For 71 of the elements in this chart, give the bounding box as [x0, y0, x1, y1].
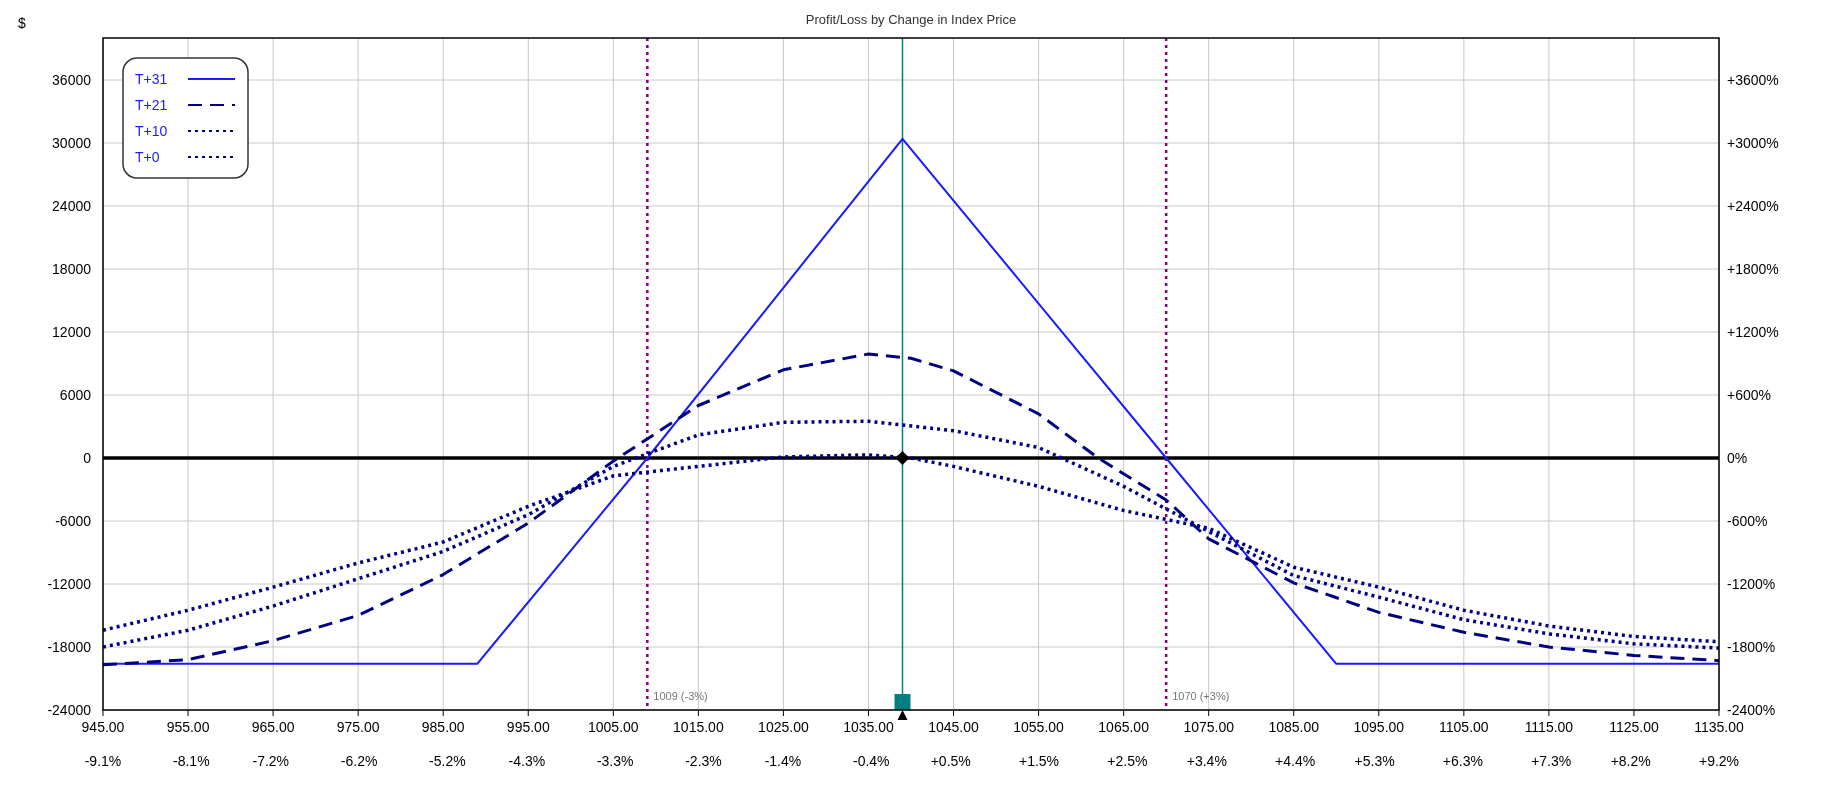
x-tick-label: 995.00 [506, 719, 550, 735]
y-tick-label: 6000 [59, 387, 92, 403]
y2-tick-label: +1200% [1727, 324, 1779, 340]
x-tick-label: 985.00 [421, 719, 465, 735]
y2-tick-label: +2400% [1727, 198, 1779, 214]
y2-tick-label: +3600% [1727, 72, 1779, 88]
x2-tick-label: +1.5% [1019, 753, 1060, 769]
x2-tick-label: -8.1% [173, 753, 210, 769]
ref-line-label: 1070 (+3%) [1172, 690, 1230, 702]
x-tick-label: 1085.00 [1268, 719, 1320, 735]
y-tick-label: 36000 [52, 72, 92, 88]
legend-label: T+31 [135, 71, 168, 87]
x-tick-label: 1025.00 [758, 719, 809, 735]
x-tick-label: 1125.00 [1609, 719, 1659, 735]
x2-tick-label: -2.3% [685, 753, 722, 769]
y2-tick-label: 0% [1727, 450, 1748, 466]
y-tick-label: -6000 [55, 513, 92, 529]
y2-tick-label: -2400% [1727, 702, 1776, 718]
x-tick-label: 1095.00 [1353, 719, 1405, 735]
x-tick-label: 1065.00 [1098, 719, 1150, 735]
y-axis-title: $ [18, 15, 26, 31]
x2-tick-label: +5.3% [1354, 753, 1395, 769]
x-tick-label: 1015.00 [673, 719, 724, 735]
legend-label: T+0 [135, 149, 160, 165]
y-tick-label: 18000 [52, 261, 92, 277]
y2-tick-label: -1200% [1727, 576, 1776, 592]
x2-tick-label: -5.2% [429, 753, 466, 769]
x-tick-label: 1035.00 [843, 719, 894, 735]
y-tick-label: -18000 [47, 639, 92, 655]
x2-tick-label: -1.4% [764, 753, 802, 769]
x-tick-label: 1005.00 [588, 719, 639, 735]
y-tick-label: 0 [83, 450, 92, 466]
x2-tick-label: +4.4% [1275, 753, 1316, 769]
x-tick-label: 1115.00 [1524, 719, 1574, 735]
x-tick-label: 965.00 [251, 719, 295, 735]
x2-tick-label: -9.1% [84, 753, 122, 769]
x-tick-label: 1075.00 [1183, 719, 1235, 735]
y-tick-label: -12000 [47, 576, 92, 592]
y2-tick-label: -600% [1727, 513, 1768, 529]
x2-tick-label: +0.5% [930, 753, 971, 769]
x-tick-label: 955.00 [166, 719, 210, 735]
chart-title: Profit/Loss by Change in Index Price [805, 12, 1017, 27]
x-tick-label: 1045.00 [928, 719, 980, 735]
y2-tick-label: -1800% [1727, 639, 1776, 655]
x-tick-label: 1135.00 [1694, 719, 1744, 735]
ref-line-label: 1009 (-3%) [653, 690, 708, 702]
x2-tick-label: +7.3% [1531, 753, 1572, 769]
x-tick-label: 945.00 [81, 719, 125, 735]
legend-label: T+10 [135, 123, 168, 139]
x-tick-label: 1105.00 [1439, 719, 1489, 735]
line-series [101, 352, 1721, 667]
y2-tick-label: +3000% [1727, 135, 1779, 151]
y-tick-label: -24000 [47, 702, 92, 718]
legend-label: T+21 [135, 97, 168, 113]
x-tick-label: 975.00 [336, 719, 380, 735]
x2-tick-label: -0.4% [852, 753, 890, 769]
x2-tick-label: -7.2% [252, 753, 290, 769]
y2-tick-label: +600% [1727, 387, 1771, 403]
y-tick-label: 12000 [52, 324, 92, 340]
y-tick-label: 30000 [52, 135, 92, 151]
x2-tick-label: +6.3% [1442, 753, 1483, 769]
x2-tick-label: -3.3% [596, 753, 634, 769]
y2-tick-label: +1800% [1727, 261, 1779, 277]
x-tick-label: 1055.00 [1013, 719, 1065, 735]
x2-tick-label: +9.2% [1698, 753, 1740, 769]
y-tick-label: 24000 [52, 198, 92, 214]
x2-tick-label: +8.2% [1610, 753, 1651, 769]
x2-tick-label: -6.2% [340, 753, 378, 769]
x2-tick-label: +2.5% [1107, 753, 1148, 769]
x2-tick-label: -4.3% [508, 753, 546, 769]
x2-tick-label: +3.4% [1186, 753, 1227, 769]
